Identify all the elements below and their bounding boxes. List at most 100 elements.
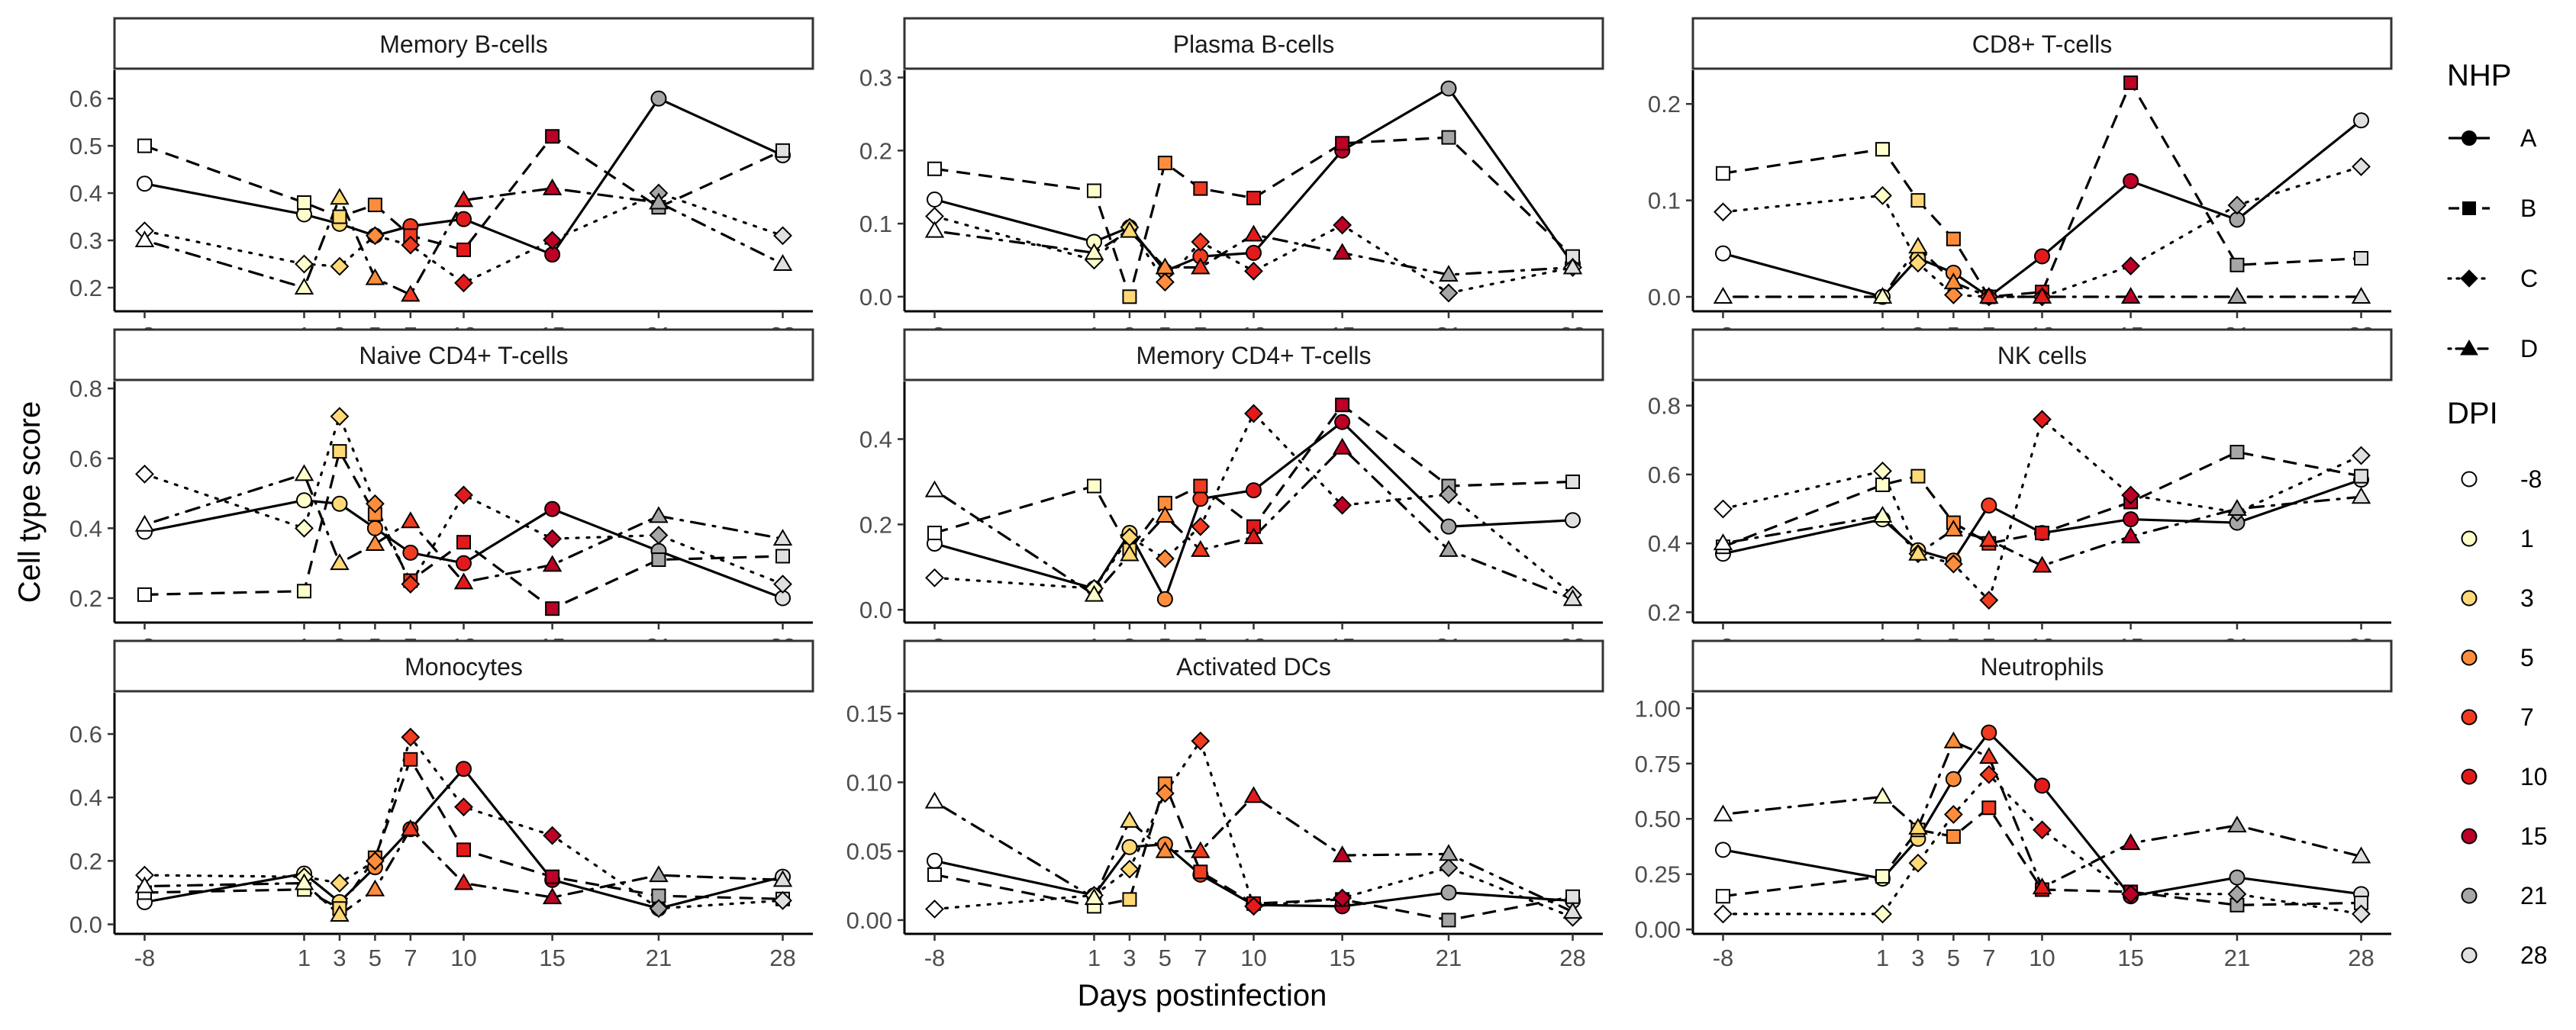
y-axis-title: Cell type score bbox=[13, 401, 47, 604]
point-C-dpi15-monocytes bbox=[543, 826, 563, 845]
point-C-dpi28-memory-b-cells bbox=[773, 226, 792, 246]
point-C-dpi21-naive-cd4-t-cells bbox=[649, 526, 669, 545]
x-axis-title: Days postinfection bbox=[1078, 979, 1327, 1012]
point-D-dpi10-plasma-b-cells bbox=[1243, 224, 1264, 242]
legend-dpi-key-5 bbox=[2461, 649, 2478, 666]
point-D-dpi7-monocytes bbox=[401, 819, 421, 836]
y-tick-label-memory-b-cells: 0.2 bbox=[69, 275, 102, 301]
point-C-dpi1-cd8-t-cells bbox=[1873, 185, 1892, 205]
point-C-dpi15-memory-cd4-t-cells bbox=[1333, 495, 1352, 515]
panel-title-memory-b-cells: Memory B-cells bbox=[379, 31, 547, 58]
x-tick-label-neutrophils: 1 bbox=[1876, 945, 1889, 971]
point-A-dpi15-memory-cd4-t-cells bbox=[1334, 414, 1351, 430]
point-B-dpi28-nk-cells bbox=[2354, 468, 2369, 484]
y-tick-label-plasma-b-cells: 0.0 bbox=[859, 284, 892, 311]
legend-label-A: A bbox=[2520, 124, 2537, 152]
panel-strip-memory-b-cells bbox=[113, 17, 814, 70]
point-A-dpi15-nk-cells bbox=[2123, 511, 2139, 528]
point-C-dpi-8-nk-cells bbox=[1714, 499, 1733, 519]
point-B-dpi-8-activated-dcs bbox=[927, 867, 942, 882]
point-D-dpi1-monocytes bbox=[294, 873, 314, 890]
point-B-dpi15-naive-cd4-t-cells bbox=[545, 601, 560, 616]
point-D-dpi10-activated-dcs bbox=[1243, 786, 1264, 803]
point-A-dpi-8-plasma-b-cells bbox=[926, 191, 943, 208]
panel-activated-dcs: Activated DCs 0.00 0.05 0.10 0.15 -8 1 3 5 7 10 15 2… bbox=[846, 639, 1604, 971]
x-tick-label-neutrophils: 5 bbox=[1947, 945, 1960, 971]
panel-title-plasma-b-cells: Plasma B-cells bbox=[1173, 31, 1335, 58]
point-D-dpi-8-memory-b-cells bbox=[134, 230, 155, 248]
point-C-dpi21-plasma-b-cells bbox=[1439, 283, 1459, 303]
y-tick-label-memory-b-cells: 0.3 bbox=[69, 227, 102, 254]
panel-strip-memory-cd4-t-cells bbox=[903, 328, 1604, 381]
x-tick-label-monocytes: 1 bbox=[298, 945, 311, 971]
point-D-dpi7-memory-b-cells bbox=[401, 285, 421, 302]
series-line-D-nk-cells bbox=[1721, 495, 2363, 568]
point-B-dpi15-memory-b-cells bbox=[545, 129, 560, 144]
point-B-dpi1-cd8-t-cells bbox=[1875, 142, 1890, 157]
point-D-dpi5-monocytes bbox=[365, 879, 385, 896]
point-D-dpi7-naive-cd4-t-cells bbox=[401, 511, 421, 529]
point-B-dpi10-nk-cells bbox=[2035, 526, 2049, 541]
y-tick-label-memory-b-cells: 0.5 bbox=[69, 133, 102, 159]
point-A-dpi5-naive-cd4-t-cells bbox=[366, 520, 383, 536]
point-C-dpi15-neutrophils bbox=[2121, 884, 2141, 904]
legend-dpi-key-3 bbox=[2461, 590, 2478, 607]
point-C-dpi-8-memory-cd4-t-cells bbox=[925, 568, 944, 587]
point-D-dpi21-plasma-b-cells bbox=[1439, 265, 1459, 282]
panel-title-nk-cells: NK cells bbox=[1997, 342, 2087, 369]
point-C-dpi-8-neutrophils bbox=[1714, 904, 1733, 924]
point-B-dpi3-cd8-t-cells bbox=[1910, 193, 1926, 208]
point-C-dpi3-activated-dcs bbox=[1120, 859, 1140, 879]
series-line-D-neutrophils bbox=[1721, 739, 2363, 890]
point-D-dpi3-memory-b-cells bbox=[330, 188, 350, 205]
point-C-dpi15-memory-b-cells bbox=[543, 230, 563, 250]
panel-memory-cd4-t-cells: Memory CD4+ T-cells0.00.20.4-81357101521… bbox=[859, 328, 1604, 660]
point-D-dpi1-naive-cd4-t-cells bbox=[294, 464, 314, 481]
point-A-dpi21-neutrophils bbox=[2229, 869, 2246, 886]
point-B-dpi7-plasma-b-cells bbox=[1193, 181, 1208, 196]
point-D-dpi21-memory-cd4-t-cells bbox=[1439, 539, 1459, 557]
legend-label-D: D bbox=[2520, 335, 2538, 362]
point-C-dpi15-activated-dcs bbox=[1333, 888, 1352, 908]
point-A-dpi3-activated-dcs bbox=[1121, 838, 1138, 855]
point-C-dpi7-memory-b-cells bbox=[401, 235, 421, 255]
point-C-dpi21-activated-dcs bbox=[1439, 858, 1459, 877]
point-C-dpi28-monocytes bbox=[773, 890, 792, 910]
point-C-dpi7-naive-cd4-t-cells bbox=[401, 575, 421, 594]
point-C-dpi5-cd8-t-cells bbox=[1943, 285, 1963, 304]
x-tick-label-monocytes: 10 bbox=[450, 945, 476, 971]
point-D-dpi10-neutrophils bbox=[2032, 877, 2052, 895]
point-D-dpi28-plasma-b-cells bbox=[1562, 257, 1583, 275]
x-tick-label-activated-dcs: 1 bbox=[1088, 945, 1101, 971]
point-D-dpi21-monocytes bbox=[649, 865, 669, 883]
point-C-dpi28-cd8-t-cells bbox=[2352, 156, 2371, 176]
point-D-dpi7-neutrophils bbox=[1979, 747, 1999, 764]
point-A-dpi5-memory-cd4-t-cells bbox=[1156, 591, 1173, 607]
point-B-dpi28-cd8-t-cells bbox=[2354, 250, 2369, 266]
point-C-dpi10-memory-b-cells bbox=[454, 273, 473, 293]
point-B-dpi5-cd8-t-cells bbox=[1946, 231, 1961, 246]
y-tick-label-monocytes: 0.4 bbox=[69, 784, 102, 811]
point-D-dpi28-memory-cd4-t-cells bbox=[1562, 589, 1583, 607]
legend-dpi-key-7 bbox=[2461, 709, 2478, 726]
x-tick-label-neutrophils: 15 bbox=[2117, 945, 2143, 971]
point-D-dpi10-memory-cd4-t-cells bbox=[1243, 527, 1264, 545]
panel-strip-cd8-t-cells bbox=[1691, 17, 2393, 70]
y-tick-label-memory-b-cells: 0.6 bbox=[69, 85, 102, 112]
point-B-dpi5-memory-b-cells bbox=[367, 198, 382, 213]
x-tick-label-neutrophils: 7 bbox=[1982, 945, 1995, 971]
point-C-dpi15-cd8-t-cells bbox=[2121, 256, 2141, 276]
y-tick-label-activated-dcs: 0.00 bbox=[846, 907, 892, 934]
point-A-dpi21-memory-b-cells bbox=[650, 90, 667, 107]
panel-title-memory-cd4-t-cells: Memory CD4+ T-cells bbox=[1136, 342, 1372, 369]
legend-dpi-label-1: 1 bbox=[2520, 525, 2534, 552]
y-tick-label-monocytes: 0.2 bbox=[69, 848, 102, 874]
point-B-dpi1-memory-b-cells bbox=[296, 195, 311, 210]
point-B-dpi21-plasma-b-cells bbox=[1441, 130, 1456, 145]
y-tick-label-memory-b-cells: 0.4 bbox=[69, 180, 102, 207]
x-tick-label-activated-dcs: 15 bbox=[1329, 945, 1355, 971]
series-line-D-plasma-b-cells bbox=[933, 229, 1575, 276]
point-C-dpi5-nk-cells bbox=[1943, 554, 1963, 574]
point-D-dpi3-neutrophils bbox=[1908, 817, 1928, 835]
